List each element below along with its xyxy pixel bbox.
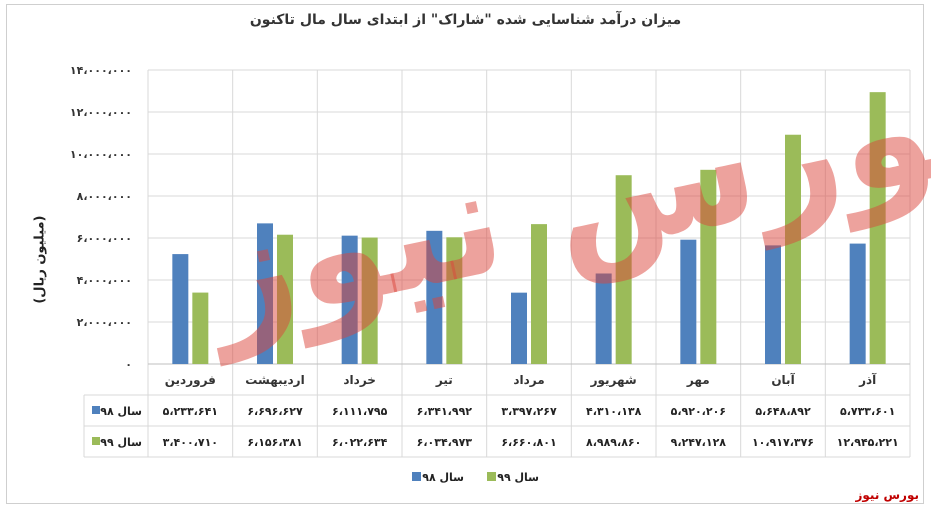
- source-label: بورس نیوز: [855, 488, 919, 502]
- data-label: ۶،۱۵۶،۳۸۱: [247, 436, 302, 449]
- bar-s98: [680, 239, 697, 364]
- bar-s98: [172, 254, 189, 364]
- category-label: تیر: [435, 373, 453, 387]
- category-label: مرداد: [513, 373, 544, 387]
- y-tick-label: ۴،۰۰۰،۰۰۰: [77, 274, 132, 287]
- bar-s98: [765, 245, 781, 364]
- bar-s98: [595, 273, 612, 364]
- data-label: ۶،۰۲۲،۶۳۴: [332, 436, 388, 449]
- data-label: ۵،۶۴۸،۸۹۲: [755, 405, 811, 418]
- category-label: خرداد: [343, 373, 376, 387]
- data-label: ۵،۷۳۳،۶۰۱: [840, 405, 895, 418]
- data-label: ۶،۶۶۰،۸۰۱: [501, 436, 556, 449]
- y-tick-label: ۱۰،۰۰۰،۰۰۰: [70, 148, 132, 161]
- bar-s99: [192, 292, 209, 364]
- data-label: ۵،۹۲۰،۲۰۶: [671, 405, 726, 418]
- data-label: ۶،۰۳۴،۹۷۳: [417, 436, 473, 449]
- bar-s99: [446, 237, 463, 364]
- y-tick-label: ۶،۰۰۰،۰۰۰: [77, 232, 132, 245]
- category-label: آبان: [771, 372, 795, 387]
- data-label: ۶،۶۹۶،۶۲۷: [247, 405, 303, 418]
- bar-s99: [700, 169, 717, 364]
- category-label: مهر: [686, 373, 710, 387]
- bar-s99: [615, 175, 632, 364]
- category-label: شهریور: [590, 373, 637, 388]
- bar-s99: [531, 224, 547, 364]
- y-tick-label: ۱۲،۰۰۰،۰۰۰: [70, 106, 132, 119]
- y-tick-label: ۱۴،۰۰۰،۰۰۰: [70, 64, 132, 77]
- y-tick-label: ۸،۰۰۰،۰۰۰: [77, 190, 132, 203]
- data-label: ۸،۹۸۹،۸۶۰: [586, 436, 641, 449]
- bar-s98: [849, 243, 866, 364]
- data-label: ۱۲،۹۴۵،۲۲۱: [837, 436, 899, 449]
- bar-s98: [511, 292, 527, 364]
- bar-s98: [426, 230, 443, 364]
- data-label: ۴،۳۱۰،۱۳۸: [586, 405, 642, 418]
- data-label: ۶،۱۱۱،۷۹۵: [332, 405, 388, 418]
- bar-s99: [277, 234, 293, 364]
- y-tick-label: ۲،۰۰۰،۰۰۰: [77, 316, 132, 329]
- category-label: اردیبهشت: [245, 373, 304, 387]
- data-label: ۵،۲۳۳،۶۴۱: [163, 405, 218, 418]
- legend-label: سال ۹۸: [422, 471, 464, 484]
- legend-label: سال ۹۹: [497, 471, 539, 484]
- bar-s98: [257, 223, 273, 364]
- series-row-label: سال ۹۹: [100, 436, 142, 449]
- bar-s99: [361, 237, 378, 364]
- y-tick-label: ۰: [125, 358, 132, 371]
- data-label: ۹،۲۴۷،۱۲۸: [671, 436, 727, 449]
- bar-s99: [869, 92, 886, 364]
- data-label: ۶،۳۴۱،۹۹۲: [417, 405, 473, 418]
- data-label: ۳،۴۰۰،۷۱۰: [163, 436, 218, 449]
- category-label: فروردین: [165, 373, 216, 388]
- bar-s98: [341, 235, 358, 364]
- chart-title: میزان درآمد شناسایی شده "شاراک" از ابتدا…: [249, 12, 682, 28]
- legend-swatch: [487, 472, 496, 481]
- legend-key-swatch: [92, 406, 100, 414]
- data-label: ۱۰،۹۱۷،۳۷۶: [752, 436, 814, 449]
- data-label: ۳،۳۹۷،۲۶۷: [501, 405, 557, 418]
- legend-swatch: [412, 472, 421, 481]
- category-label: آذر: [858, 372, 877, 387]
- legend-key-swatch: [92, 437, 100, 445]
- series-row-label: سال ۹۸: [100, 405, 142, 418]
- bar-s99: [785, 134, 801, 364]
